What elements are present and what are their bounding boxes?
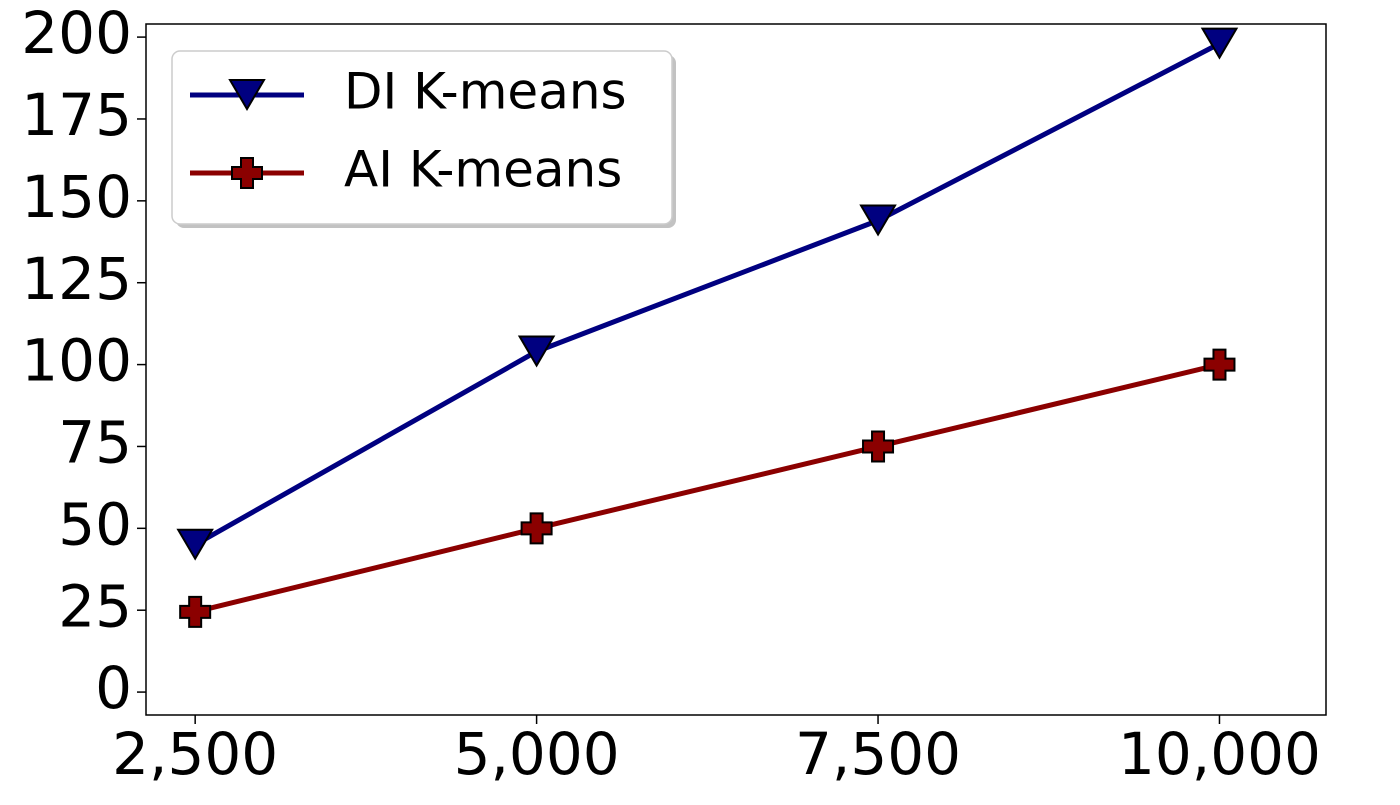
- y-tick-label: 125: [21, 245, 132, 313]
- y-tick-label: 0: [95, 654, 132, 722]
- x-tick-label: 5,000: [454, 720, 620, 788]
- series-line-ai-k-means: [194, 362, 1221, 615]
- y-axis: 0 25 50 75 100 125 150 175 200: [21, 0, 146, 722]
- y-tick-label: 175: [21, 81, 132, 149]
- legend-marker: [228, 79, 266, 111]
- legend-label: DI K-means: [344, 63, 627, 121]
- data-point-di-k-means: [517, 335, 556, 368]
- y-tick-label: 150: [21, 163, 132, 231]
- data-point-ai-k-means: [862, 430, 895, 463]
- y-tick-label: 75: [58, 409, 132, 477]
- data-point-di-k-means: [859, 204, 897, 237]
- legend: DI K-means AI K-means: [171, 50, 676, 228]
- data-point-ai-k-means: [1203, 348, 1236, 381]
- y-tick-label: 200: [21, 0, 132, 67]
- data-point-ai-k-means: [179, 595, 212, 628]
- y-tick-label: 25: [58, 572, 132, 640]
- data-point-ai-k-means: [520, 512, 553, 545]
- x-tick-label: 10,000: [1118, 720, 1321, 788]
- x-tick-label: 7,500: [795, 720, 961, 788]
- x-axis: 2,500 5,000 7,500 10,000: [112, 715, 1321, 788]
- series-line-di-k-means: [193, 41, 1221, 547]
- data-point-di-k-means: [1200, 27, 1239, 60]
- y-tick-label: 50: [58, 490, 132, 558]
- legend-marker: [231, 157, 263, 189]
- data-point-di-k-means: [176, 528, 214, 561]
- y-tick-label: 100: [21, 327, 132, 395]
- legend-label: AI K-means: [344, 141, 622, 199]
- x-tick-label: 2,500: [112, 720, 278, 788]
- series-layer: [176, 27, 1239, 628]
